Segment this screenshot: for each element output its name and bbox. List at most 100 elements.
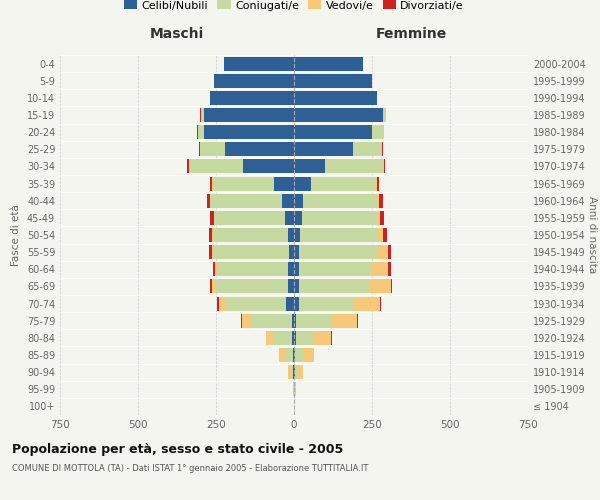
Bar [198, 125, 203, 139]
Bar [293, 382, 294, 396]
Bar [303, 348, 314, 362]
Bar [214, 211, 284, 225]
Bar [391, 280, 392, 293]
Bar [284, 211, 294, 225]
Bar [379, 194, 383, 207]
Bar [212, 262, 215, 276]
Bar [279, 348, 285, 362]
Bar [294, 125, 372, 139]
Bar [294, 296, 299, 310]
Bar [291, 365, 293, 379]
Bar [292, 314, 294, 328]
Bar [299, 280, 369, 293]
Bar [251, 314, 292, 328]
Bar [302, 211, 377, 225]
Bar [296, 314, 332, 328]
Bar [377, 245, 388, 259]
Bar [210, 91, 294, 105]
Bar [294, 262, 299, 276]
Bar [299, 296, 353, 310]
Bar [353, 142, 382, 156]
Bar [295, 365, 298, 379]
Bar [382, 142, 383, 156]
Bar [288, 280, 294, 293]
Bar [294, 176, 311, 190]
Text: Popolazione per età, sesso e stato civile - 2005: Popolazione per età, sesso e stato civil… [12, 442, 343, 456]
Bar [294, 331, 296, 345]
Bar [388, 262, 391, 276]
Text: COMUNE DI MOTTOLA (TA) - Dati ISTAT 1° gennaio 2005 - Elaborazione TUTTITALIA.IT: COMUNE DI MOTTOLA (TA) - Dati ISTAT 1° g… [12, 464, 368, 473]
Bar [325, 160, 383, 173]
Bar [203, 125, 294, 139]
Bar [293, 348, 294, 362]
Bar [294, 314, 296, 328]
Bar [212, 228, 213, 242]
Bar [295, 348, 303, 362]
Bar [219, 296, 226, 310]
Bar [313, 331, 331, 345]
Text: Maschi: Maschi [150, 26, 204, 40]
Bar [289, 245, 294, 259]
Bar [288, 228, 294, 242]
Bar [274, 176, 294, 190]
Bar [372, 262, 388, 276]
Text: Femmine: Femmine [376, 26, 446, 40]
Bar [294, 211, 302, 225]
Bar [210, 176, 212, 190]
Bar [214, 74, 294, 88]
Bar [213, 176, 274, 190]
Bar [206, 194, 210, 207]
Bar [353, 296, 380, 310]
Bar [294, 56, 362, 70]
Bar [187, 160, 189, 173]
Bar [212, 176, 213, 190]
Bar [311, 176, 375, 190]
Bar [200, 108, 201, 122]
Bar [216, 280, 288, 293]
Bar [384, 160, 385, 173]
Bar [190, 160, 242, 173]
Bar [293, 365, 294, 379]
Bar [298, 365, 304, 379]
Bar [266, 331, 274, 345]
Bar [210, 280, 212, 293]
Bar [289, 365, 291, 379]
Bar [201, 108, 203, 122]
Bar [209, 245, 212, 259]
Bar [294, 348, 295, 362]
Bar [299, 245, 377, 259]
Bar [377, 176, 379, 190]
Bar [377, 211, 380, 225]
Bar [388, 245, 391, 259]
Bar [242, 314, 251, 328]
Bar [331, 331, 332, 345]
Bar [214, 245, 289, 259]
Bar [294, 382, 295, 396]
Bar [377, 194, 379, 207]
Bar [296, 331, 313, 345]
Bar [295, 382, 296, 396]
Bar [274, 331, 292, 345]
Bar [369, 280, 391, 293]
Bar [372, 125, 383, 139]
Bar [294, 228, 300, 242]
Bar [212, 245, 214, 259]
Bar [299, 262, 372, 276]
Bar [294, 108, 383, 122]
Bar [380, 296, 382, 310]
Bar [294, 160, 325, 173]
Bar [212, 280, 216, 293]
Bar [226, 296, 286, 310]
Bar [294, 91, 377, 105]
Bar [215, 262, 217, 276]
Bar [294, 365, 295, 379]
Bar [383, 228, 387, 242]
Bar [200, 142, 226, 156]
Bar [300, 228, 377, 242]
Bar [211, 194, 282, 207]
Bar [210, 211, 214, 225]
Bar [377, 228, 383, 242]
Bar [282, 194, 294, 207]
Y-axis label: Anni di nascita: Anni di nascita [587, 196, 597, 274]
Bar [294, 74, 372, 88]
